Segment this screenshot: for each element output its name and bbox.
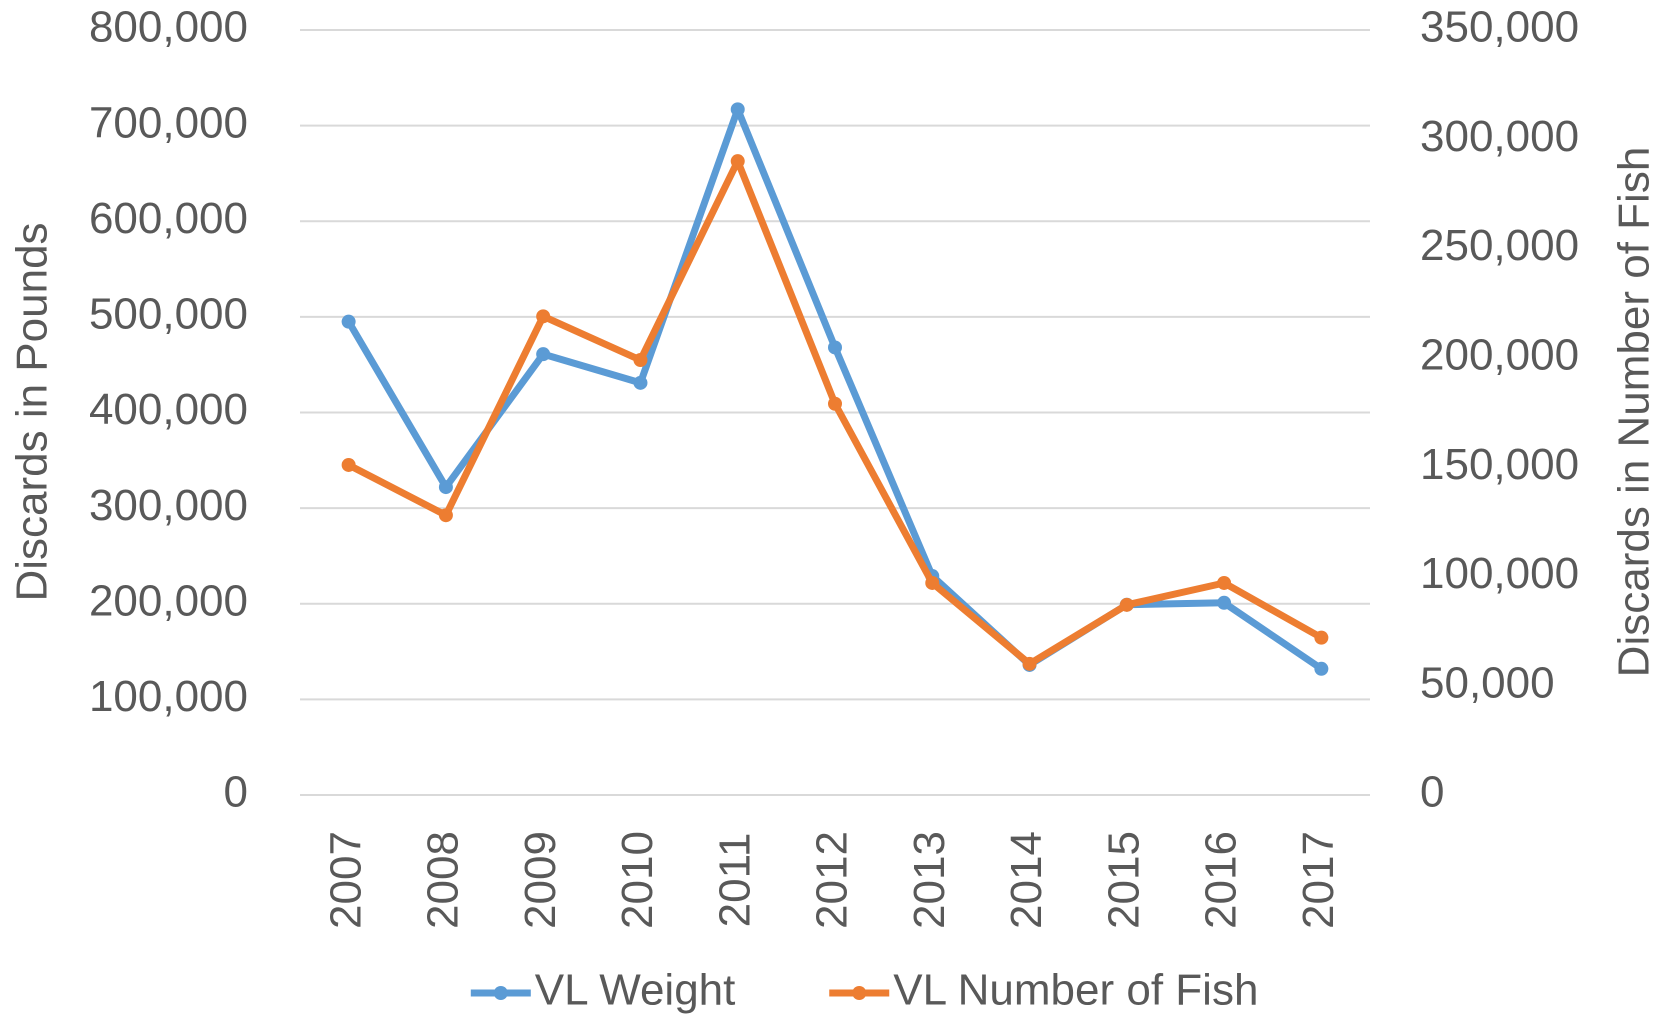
y-tick-label: 400,000 (89, 385, 248, 434)
marker (536, 309, 551, 324)
x-tick-label: 2014 (1002, 831, 1051, 929)
x-tick-label: 2015 (1099, 831, 1148, 929)
legend-label: VL Weight (535, 966, 736, 1015)
legend-marker (852, 986, 867, 1000)
legend-marker (493, 986, 508, 1000)
y-tick-label: 700,000 (89, 98, 248, 147)
x-tick-label: 2007 (321, 831, 370, 929)
y-tick-label: 200,000 (89, 576, 248, 625)
y-tick-label: 0 (224, 768, 248, 817)
marker (341, 457, 356, 472)
x-tick-label: 2013 (905, 831, 954, 929)
marker (438, 508, 453, 523)
marker (633, 353, 648, 368)
y-tick-label: 300,000 (89, 481, 248, 530)
x-tick-label: 2017 (1294, 831, 1343, 929)
legend-label: VL Number of Fish (893, 966, 1258, 1015)
x-tick-label: 2010 (613, 831, 662, 929)
marker (341, 314, 356, 329)
marker (828, 340, 842, 355)
marker (730, 154, 745, 169)
y2-axis-label: Discards in Number of Fish (1610, 147, 1659, 678)
y2-tick-label: 300,000 (1420, 112, 1579, 161)
marker (1217, 595, 1232, 610)
y-axis-label: Discards in Pounds (8, 222, 57, 601)
y-tick-label: 800,000 (89, 3, 248, 52)
marker (1022, 656, 1037, 671)
x-tick-label: 2008 (419, 831, 468, 929)
x-tick-label: 2009 (516, 831, 565, 929)
y-tick-label: 600,000 (89, 194, 248, 243)
line (345, 105, 1324, 672)
marker (1314, 661, 1329, 676)
marker (633, 375, 648, 390)
marker (1314, 630, 1329, 645)
marker (438, 480, 453, 495)
y2-tick-label: 200,000 (1420, 330, 1579, 379)
y2-tick-label: 0 (1420, 768, 1444, 817)
y2-tick-label: 100,000 (1420, 549, 1579, 598)
marker (925, 575, 940, 590)
y2-tick-label: 350,000 (1420, 3, 1579, 52)
x-tick-label: 2011 (710, 833, 759, 928)
y-tick-label: 100,000 (89, 672, 248, 721)
marker (1119, 597, 1134, 612)
marker (1217, 575, 1232, 590)
y2-tick-label: 250,000 (1420, 221, 1579, 270)
marker (536, 347, 551, 362)
marker (730, 102, 745, 117)
marker (828, 396, 842, 411)
y2-tick-label: 150,000 (1420, 440, 1579, 489)
x-tick-label: 2012 (808, 831, 857, 929)
y-tick-label: 500,000 (89, 290, 248, 339)
y2-tick-label: 50,000 (1420, 658, 1555, 707)
x-tick-label: 2016 (1197, 831, 1246, 929)
